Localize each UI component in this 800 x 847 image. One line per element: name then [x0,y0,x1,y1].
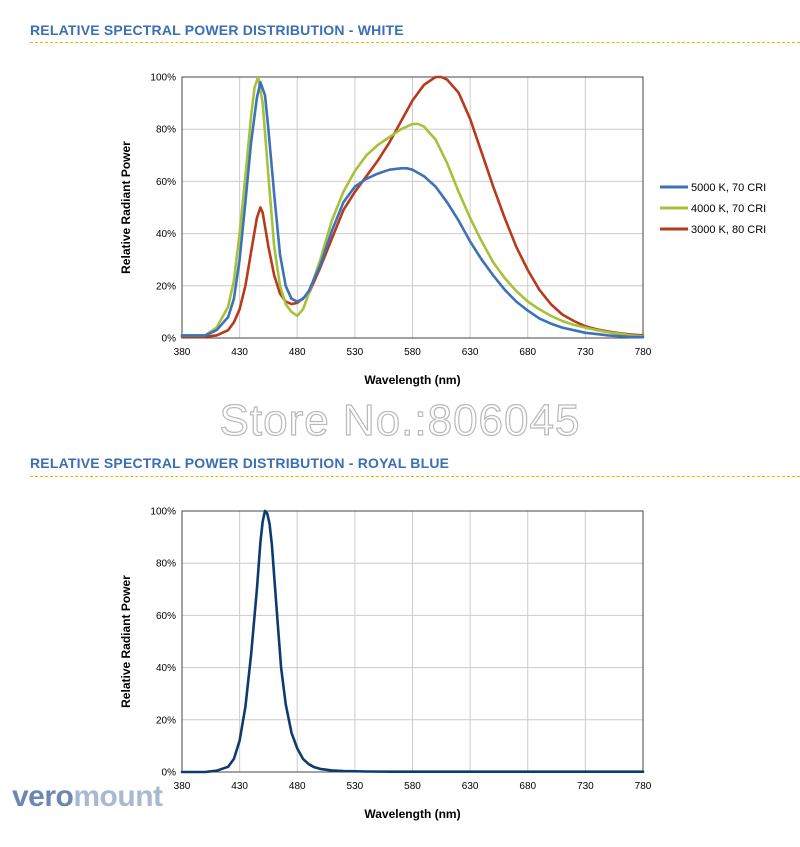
y-tick-label: 0% [162,768,177,779]
y-tick-label: 20% [156,281,176,292]
y-tick-label: 0% [162,334,177,345]
y-tick-label: 100% [150,507,176,518]
y-tick-label: 40% [156,663,176,674]
x-tick-label: 480 [289,347,306,358]
store-watermark: Store No.:806045 [219,395,581,445]
x-axis-label: Wavelength (nm) [364,373,460,387]
y-tick-label: 60% [156,611,176,622]
logo-part-mount: mount [73,780,163,813]
chart-white: 380 430 480 530 580 630 680 730 780 0% 20% 40% 60% 80… [0,60,800,405]
plot-frame [181,76,644,339]
y-tick-label: 100% [150,73,176,84]
legend-label-2: 3000 K, 80 CRI [691,224,766,236]
series-line-0 [180,509,645,774]
section-title-royal-blue: RELATIVE SPECTRAL POWER DISTRIBUTION - R… [30,455,450,471]
x-tick-label: 580 [404,781,421,792]
veromount-logo: veromount [12,780,163,814]
x-tick-label: 730 [577,347,594,358]
x-axis-label: Wavelength (nm) [364,807,460,821]
x-tick-label: 780 [635,347,652,358]
x-tick-label: 630 [462,347,479,358]
x-tick-label: 480 [289,781,306,792]
x-tick-label: 530 [347,781,364,792]
section-title-white: RELATIVE SPECTRAL POWER DISTRIBUTION - W… [30,22,404,38]
x-tick-label: 630 [462,781,479,792]
series-line-1 [180,75,645,338]
series-line-0 [180,80,645,339]
section-divider-royal-blue [30,476,800,477]
chart-white-svg: 380 430 480 530 580 630 680 730 780 0% 20% 40% 60% 80… [119,73,766,388]
y-axis-label: Relative Radiant Power [119,575,133,708]
x-tick-label: 680 [519,347,536,358]
y-tick-label: 20% [156,715,176,726]
logo-part-vero: vero [12,780,74,813]
chart-royal-blue: 380 430 480 530 580 630 680 730 780 0% 20% 40% 60% 80… [0,494,800,839]
section-divider-white [30,42,800,43]
y-tick-label: 80% [156,125,176,136]
x-tick-label: 680 [519,781,536,792]
y-tick-label: 80% [156,559,176,570]
legend-label-1: 4000 K, 70 CRI [691,203,766,215]
y-tick-label: 40% [156,229,176,240]
x-tick-label: 430 [231,781,248,792]
x-tick-label: 780 [635,781,652,792]
x-tick-label: 380 [174,781,191,792]
legend-label-0: 5000 K, 70 CRI [691,182,766,194]
chart-royal-blue-svg: 380 430 480 530 580 630 680 730 780 0% 20% 40% 60% 80… [119,507,652,822]
x-tick-label: 530 [347,347,364,358]
series-line-2 [180,75,645,339]
x-tick-label: 580 [404,347,421,358]
x-tick-label: 730 [577,781,594,792]
y-tick-label: 60% [156,177,176,188]
x-tick-label: 430 [231,347,248,358]
x-tick-label: 380 [174,347,191,358]
y-axis-label: Relative Radiant Power [119,141,133,274]
